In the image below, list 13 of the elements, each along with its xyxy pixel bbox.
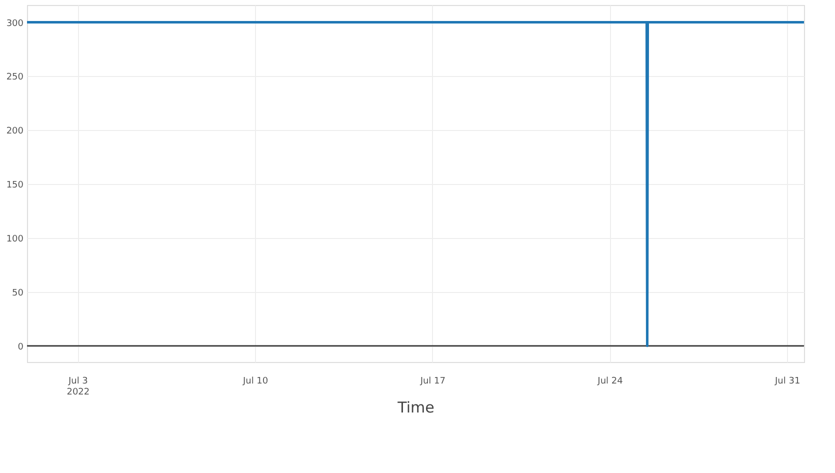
y-tick-label: 200 [6,126,24,137]
y-tick-label: 250 [6,72,24,83]
y-tick-label: 50 [12,288,24,298]
x-tick-label: Jul 10 [242,376,268,386]
y-tick-label: 150 [6,180,24,191]
y-tick-label: 300 [6,18,24,29]
x-tick-label: Jul 24 [596,376,624,386]
x-tick-label: Jul 3 2022 [66,376,90,398]
x-axis-title: Time [396,398,434,416]
y-tick-label: 100 [6,234,24,244]
x-tick-label: Jul 31 [774,376,800,386]
y-tick-label: 0 [18,342,24,352]
x-tick-label: Jul 17 [419,376,446,386]
